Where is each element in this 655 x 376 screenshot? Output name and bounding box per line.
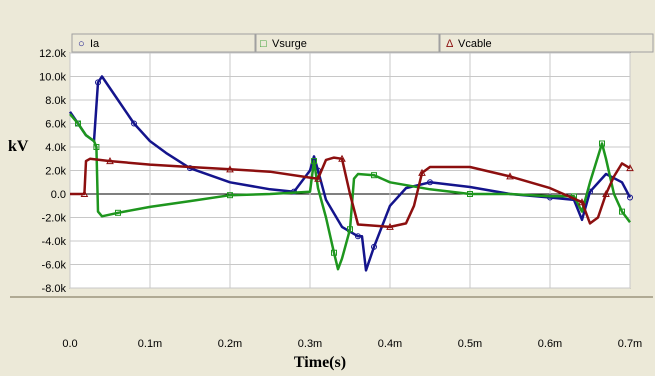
series-point-ia bbox=[355, 233, 361, 240]
legend-label-vsurge: Vsurge bbox=[272, 38, 307, 50]
legend-marker-vcable: Δ bbox=[446, 38, 454, 50]
series-point-vsurge bbox=[371, 172, 377, 179]
y-tick-label: -4.0k bbox=[42, 236, 67, 248]
legend-item-vcable[interactable] bbox=[439, 33, 654, 53]
series-point-vcable bbox=[106, 157, 114, 165]
y-tick-label: -2.0k bbox=[42, 213, 67, 225]
series-point-vcable bbox=[506, 172, 514, 180]
series-point-ia bbox=[427, 179, 433, 186]
y-tick-labels: 12.0k 10.0k 8.0k 6.0k 4.0k 2.0k 0.0 -2.0k -4.0k -… bbox=[39, 48, 66, 295]
series-point-vcable bbox=[386, 222, 394, 230]
y-tick-label: -8.0k bbox=[42, 283, 67, 295]
y-tick-label: 8.0k bbox=[45, 95, 66, 107]
x-tick-label: 0.3m bbox=[298, 338, 322, 350]
series-point-vcable bbox=[338, 154, 346, 162]
y-axis-label: kV bbox=[8, 138, 29, 155]
y-tick-label: 6.0k bbox=[45, 119, 66, 131]
series-point-vcable bbox=[314, 174, 322, 182]
series-point-vsurge bbox=[311, 158, 317, 165]
y-tick-label: 2.0k bbox=[45, 166, 66, 178]
legend-item-vsurge[interactable] bbox=[255, 33, 440, 53]
legend-label-vcable: Vcable bbox=[458, 38, 492, 50]
y-tick-label: 10.0k bbox=[39, 72, 66, 84]
legend-label-ia: Ia bbox=[90, 38, 100, 50]
series-point-vsurge bbox=[115, 209, 121, 216]
series-line-vcable bbox=[70, 156, 631, 229]
series-point-vcable bbox=[602, 189, 610, 197]
y-tick-label: 4.0k bbox=[45, 142, 66, 154]
x-tick-label: 0.7m bbox=[618, 338, 642, 350]
series-point-vsurge bbox=[599, 140, 605, 147]
series-point-vsurge bbox=[467, 191, 473, 197]
series-point-vcable bbox=[80, 189, 89, 197]
series-point-vsurge bbox=[227, 192, 233, 199]
legend-marker-ia: ○ bbox=[78, 38, 85, 50]
x-tick-label: 0.4m bbox=[378, 338, 402, 350]
x-tick-label: 0.5m bbox=[458, 338, 482, 350]
y-tick-label: 12.0k bbox=[39, 48, 66, 60]
series-point-vcable bbox=[418, 168, 426, 176]
y-tick-label: 0.0 bbox=[51, 189, 66, 201]
legend-marker-vsurge: □ bbox=[260, 38, 267, 50]
series-point-vsurge bbox=[347, 226, 353, 233]
x-axis-panel bbox=[10, 296, 653, 298]
series-point-vcable bbox=[626, 164, 634, 172]
series-point-vcable bbox=[578, 198, 586, 206]
series-point-vsurge bbox=[619, 208, 625, 215]
series-point-vsurge bbox=[93, 144, 100, 150]
x-tick-label: 0.1m bbox=[138, 338, 162, 350]
grid bbox=[69, 52, 631, 289]
legend: ○ Ia □ Vsurge Δ Vcable bbox=[71, 33, 654, 53]
series-lines bbox=[68, 75, 634, 272]
x-tick-labels: 0.0 0.1m 0.2m 0.3m 0.4m 0.5m 0.6m 0.7m bbox=[62, 338, 642, 350]
legend-item-ia[interactable] bbox=[71, 33, 256, 53]
series-line-ia bbox=[68, 75, 632, 272]
series-point-ia bbox=[95, 79, 101, 86]
x-tick-label: 0.2m bbox=[218, 338, 242, 350]
x-tick-label: 0.0 bbox=[62, 338, 77, 350]
series-point-ia bbox=[131, 120, 137, 127]
series-point-vcable bbox=[226, 165, 234, 173]
x-tick-label: 0.6m bbox=[538, 338, 562, 350]
series-point-vsurge bbox=[75, 120, 81, 127]
series-point-vsurge bbox=[331, 249, 337, 256]
x-axis-label: Time(s) bbox=[294, 354, 346, 371]
series-point-ia bbox=[371, 243, 377, 250]
series-point-ia bbox=[627, 194, 633, 201]
y-tick-label: -6.0k bbox=[42, 260, 67, 272]
